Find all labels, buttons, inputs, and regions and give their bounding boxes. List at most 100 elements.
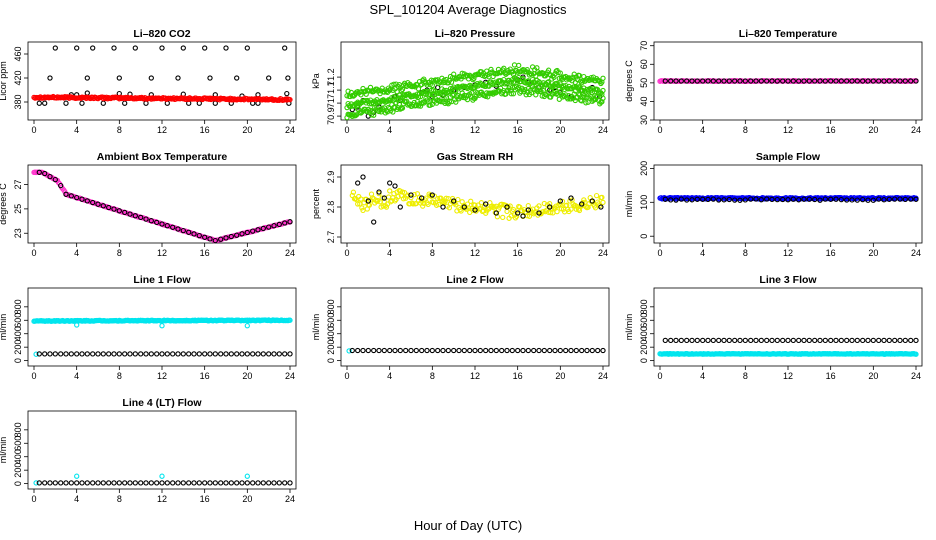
data-point — [442, 198, 448, 204]
data-point — [143, 351, 149, 357]
y-tick-label: 200 — [639, 161, 649, 176]
data-point — [266, 480, 272, 486]
x-tick-label: 4 — [387, 125, 392, 135]
data-point — [159, 45, 165, 51]
data-point — [116, 480, 122, 486]
x-tick-label: 24 — [285, 371, 295, 381]
data-point — [207, 236, 213, 242]
data-point — [705, 337, 711, 344]
data-point — [234, 480, 240, 486]
data-point — [748, 78, 754, 84]
data-point — [472, 207, 478, 213]
data-point — [74, 322, 80, 328]
y-tick-label: 800 — [13, 422, 23, 437]
data-point — [500, 214, 506, 221]
data-point — [74, 480, 80, 486]
x-tick-label: 20 — [868, 371, 878, 381]
data-point — [79, 196, 85, 202]
data-point — [42, 480, 48, 486]
data-point — [42, 351, 48, 357]
data-point — [493, 347, 499, 354]
data-point — [164, 480, 170, 486]
data-point — [255, 351, 261, 357]
data-point — [196, 232, 202, 239]
data-point — [175, 480, 181, 486]
data-point — [417, 103, 424, 109]
data-point — [913, 196, 919, 202]
series-black — [662, 196, 919, 203]
data-point — [405, 192, 411, 198]
data-point — [483, 201, 489, 207]
data-point — [844, 337, 850, 344]
x-tick-label: 0 — [657, 371, 662, 381]
data-point — [148, 218, 154, 224]
data-point — [742, 78, 748, 84]
data-point — [860, 78, 866, 84]
data-point — [849, 197, 855, 203]
data-point — [556, 201, 562, 207]
data-point — [383, 204, 390, 210]
data-point — [207, 480, 213, 486]
data-point — [282, 220, 288, 226]
data-point — [801, 78, 807, 84]
data-point — [355, 201, 361, 207]
data-point — [154, 219, 160, 226]
data-point — [913, 351, 919, 357]
data-point — [36, 100, 42, 106]
x-tick-label: 12 — [470, 248, 480, 258]
data-point — [520, 347, 526, 354]
data-point — [748, 196, 754, 202]
y-tick-label: 800 — [639, 299, 649, 314]
data-point — [408, 347, 414, 354]
series-cyan — [346, 348, 352, 354]
data-point — [876, 337, 882, 344]
x-tick-label: 4 — [74, 248, 79, 258]
x-tick-label: 16 — [513, 125, 523, 135]
data-point — [913, 337, 919, 344]
data-point — [111, 480, 117, 486]
data-point — [579, 347, 585, 354]
data-point — [413, 347, 419, 354]
data-point — [234, 351, 240, 357]
data-point — [417, 93, 424, 100]
data-point — [446, 88, 453, 95]
data-point — [223, 235, 229, 241]
data-point — [555, 69, 561, 76]
x-tick-label: 4 — [74, 125, 79, 135]
data-point — [897, 196, 903, 202]
data-point — [726, 196, 732, 203]
y-tick-label: 50 — [639, 78, 649, 88]
data-point — [111, 45, 117, 51]
y-tick-label: 2.8 — [326, 201, 336, 214]
data-point — [408, 192, 414, 198]
data-point — [833, 78, 839, 84]
data-point — [705, 78, 711, 84]
data-point — [100, 203, 106, 209]
data-point — [106, 351, 112, 357]
data-point — [440, 204, 446, 210]
x-tick-label: 20 — [555, 248, 565, 258]
data-point — [196, 480, 202, 486]
data-point — [428, 193, 434, 199]
data-point — [684, 197, 690, 203]
y-tick-label: 460 — [13, 46, 23, 61]
x-tick-label: 16 — [200, 125, 210, 135]
data-point — [84, 480, 90, 486]
data-point — [742, 197, 748, 203]
data-point — [365, 198, 371, 204]
x-tick-label: 8 — [117, 125, 122, 135]
data-point — [854, 78, 860, 84]
x-tick-label: 0 — [31, 371, 36, 381]
data-point — [180, 480, 186, 486]
x-tick-label: 16 — [826, 371, 836, 381]
data-point — [536, 210, 542, 216]
x-tick-label: 20 — [868, 125, 878, 135]
data-point — [453, 99, 459, 105]
x-tick-label: 12 — [783, 125, 793, 135]
data-point — [764, 78, 770, 84]
data-point — [524, 67, 530, 73]
x-tick-label: 24 — [285, 125, 295, 135]
data-point — [488, 66, 494, 73]
data-point — [504, 208, 510, 215]
data-point — [716, 337, 722, 344]
